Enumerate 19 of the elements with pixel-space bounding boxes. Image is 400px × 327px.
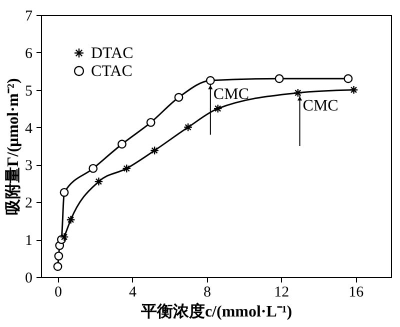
x-tick-label: 4 xyxy=(128,284,137,300)
y-tick-label: 7 xyxy=(25,8,33,24)
legend-label: DTAC xyxy=(91,45,134,62)
y-tick-label: 6 xyxy=(25,46,33,62)
legend-label: CTAC xyxy=(91,63,132,80)
x-tick-label: 8 xyxy=(203,284,211,300)
y-tick-label: 0 xyxy=(25,270,32,286)
x-tick-label: 12 xyxy=(274,284,290,300)
y-tick-label: 5 xyxy=(25,83,32,100)
x-tick-label: 0 xyxy=(54,284,62,300)
y-tick-label: 4 xyxy=(25,120,33,137)
annotation: CMC xyxy=(213,86,249,104)
x-axis-title: 平衡浓度c/(mmol·L⁻¹) xyxy=(140,302,292,320)
y-tick-label: 3 xyxy=(25,158,32,174)
x-tick-label: 16 xyxy=(348,284,364,300)
y-axis-title: 吸附量Γ/(μmol·m⁻²) xyxy=(4,78,22,215)
y-tick-label: 2 xyxy=(25,196,32,212)
y-tick-label: 1 xyxy=(25,233,32,250)
annotation: CMC xyxy=(302,97,338,114)
